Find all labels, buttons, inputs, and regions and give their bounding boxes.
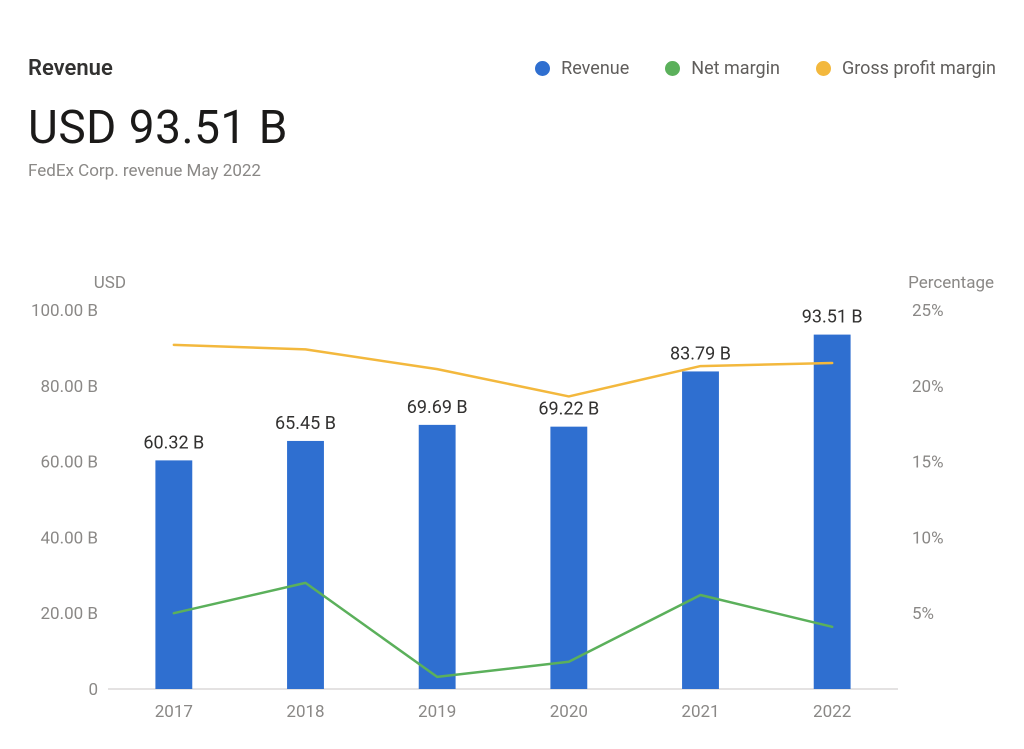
y-right-tick: 15% [912, 453, 944, 473]
legend-label: Revenue [561, 58, 629, 79]
y-left-title: USD [94, 273, 126, 293]
y-right-tick: 5% [912, 604, 934, 624]
chart-legend: Revenue Net margin Gross profit margin [535, 58, 996, 79]
x-category-label: 2019 [418, 702, 456, 722]
revenue-bar[interactable] [814, 335, 851, 689]
legend-dot-icon [665, 61, 680, 76]
line-net_margin[interactable] [174, 583, 832, 677]
legend-dot-icon [816, 61, 831, 76]
y-right-tick: 25% [912, 301, 944, 321]
bar-value-label: 93.51 B [802, 307, 863, 328]
y-right-tick: 20% [912, 377, 944, 397]
revenue-bar[interactable] [287, 441, 324, 689]
x-category-label: 2018 [286, 702, 324, 722]
legend-dot-icon [535, 61, 550, 76]
section-title: Revenue [28, 56, 113, 81]
legend-label: Net margin [691, 58, 780, 79]
legend-item-gross-margin[interactable]: Gross profit margin [816, 58, 996, 79]
y-left-tick: 0 [88, 680, 98, 700]
legend-item-net-margin[interactable]: Net margin [665, 58, 780, 79]
y-left-tick: 100.00 B [31, 301, 98, 321]
legend-item-revenue[interactable]: Revenue [535, 58, 629, 79]
chart-svg: USD Percentage 0 20.00 B 40.00 B 60.00 B 80.00… [28, 260, 1008, 729]
bar-value-label: 69.69 B [407, 397, 468, 418]
revenue-bar[interactable] [550, 427, 587, 689]
x-category-label: 2020 [550, 702, 588, 722]
kpi-subtitle: FedEx Corp. revenue May 2022 [28, 161, 1024, 181]
x-category-label: 2022 [813, 702, 851, 722]
header-row: Revenue Revenue Net margin Gross profit … [0, 0, 1024, 81]
x-category-label: 2017 [155, 702, 193, 722]
legend-label: Gross profit margin [842, 58, 996, 79]
kpi-block: USD 93.51 B FedEx Corp. revenue May 2022 [0, 81, 1024, 181]
y-right-title: Percentage [908, 273, 994, 293]
bar-value-label: 69.22 B [538, 399, 599, 420]
kpi-value: USD 93.51 B [28, 101, 1024, 155]
bar-value-label: 83.79 B [670, 343, 731, 364]
line-gross_profit_margin[interactable] [174, 345, 832, 397]
y-left-tick: 80.00 B [40, 377, 98, 397]
y-left-tick: 40.00 B [40, 528, 98, 548]
y-left-tick: 20.00 B [40, 604, 98, 624]
bar-value-label: 65.45 B [275, 413, 336, 434]
bar-value-label: 60.32 B [143, 432, 204, 453]
y-right-tick: 10% [912, 528, 944, 548]
y-left-tick: 60.00 B [40, 453, 98, 473]
revenue-bar[interactable] [419, 425, 456, 689]
x-category-label: 2021 [681, 702, 719, 722]
combo-chart: USD Percentage 0 20.00 B 40.00 B 60.00 B 80.00… [28, 260, 1008, 729]
revenue-bar[interactable] [682, 371, 719, 689]
revenue-bar[interactable] [155, 460, 192, 689]
